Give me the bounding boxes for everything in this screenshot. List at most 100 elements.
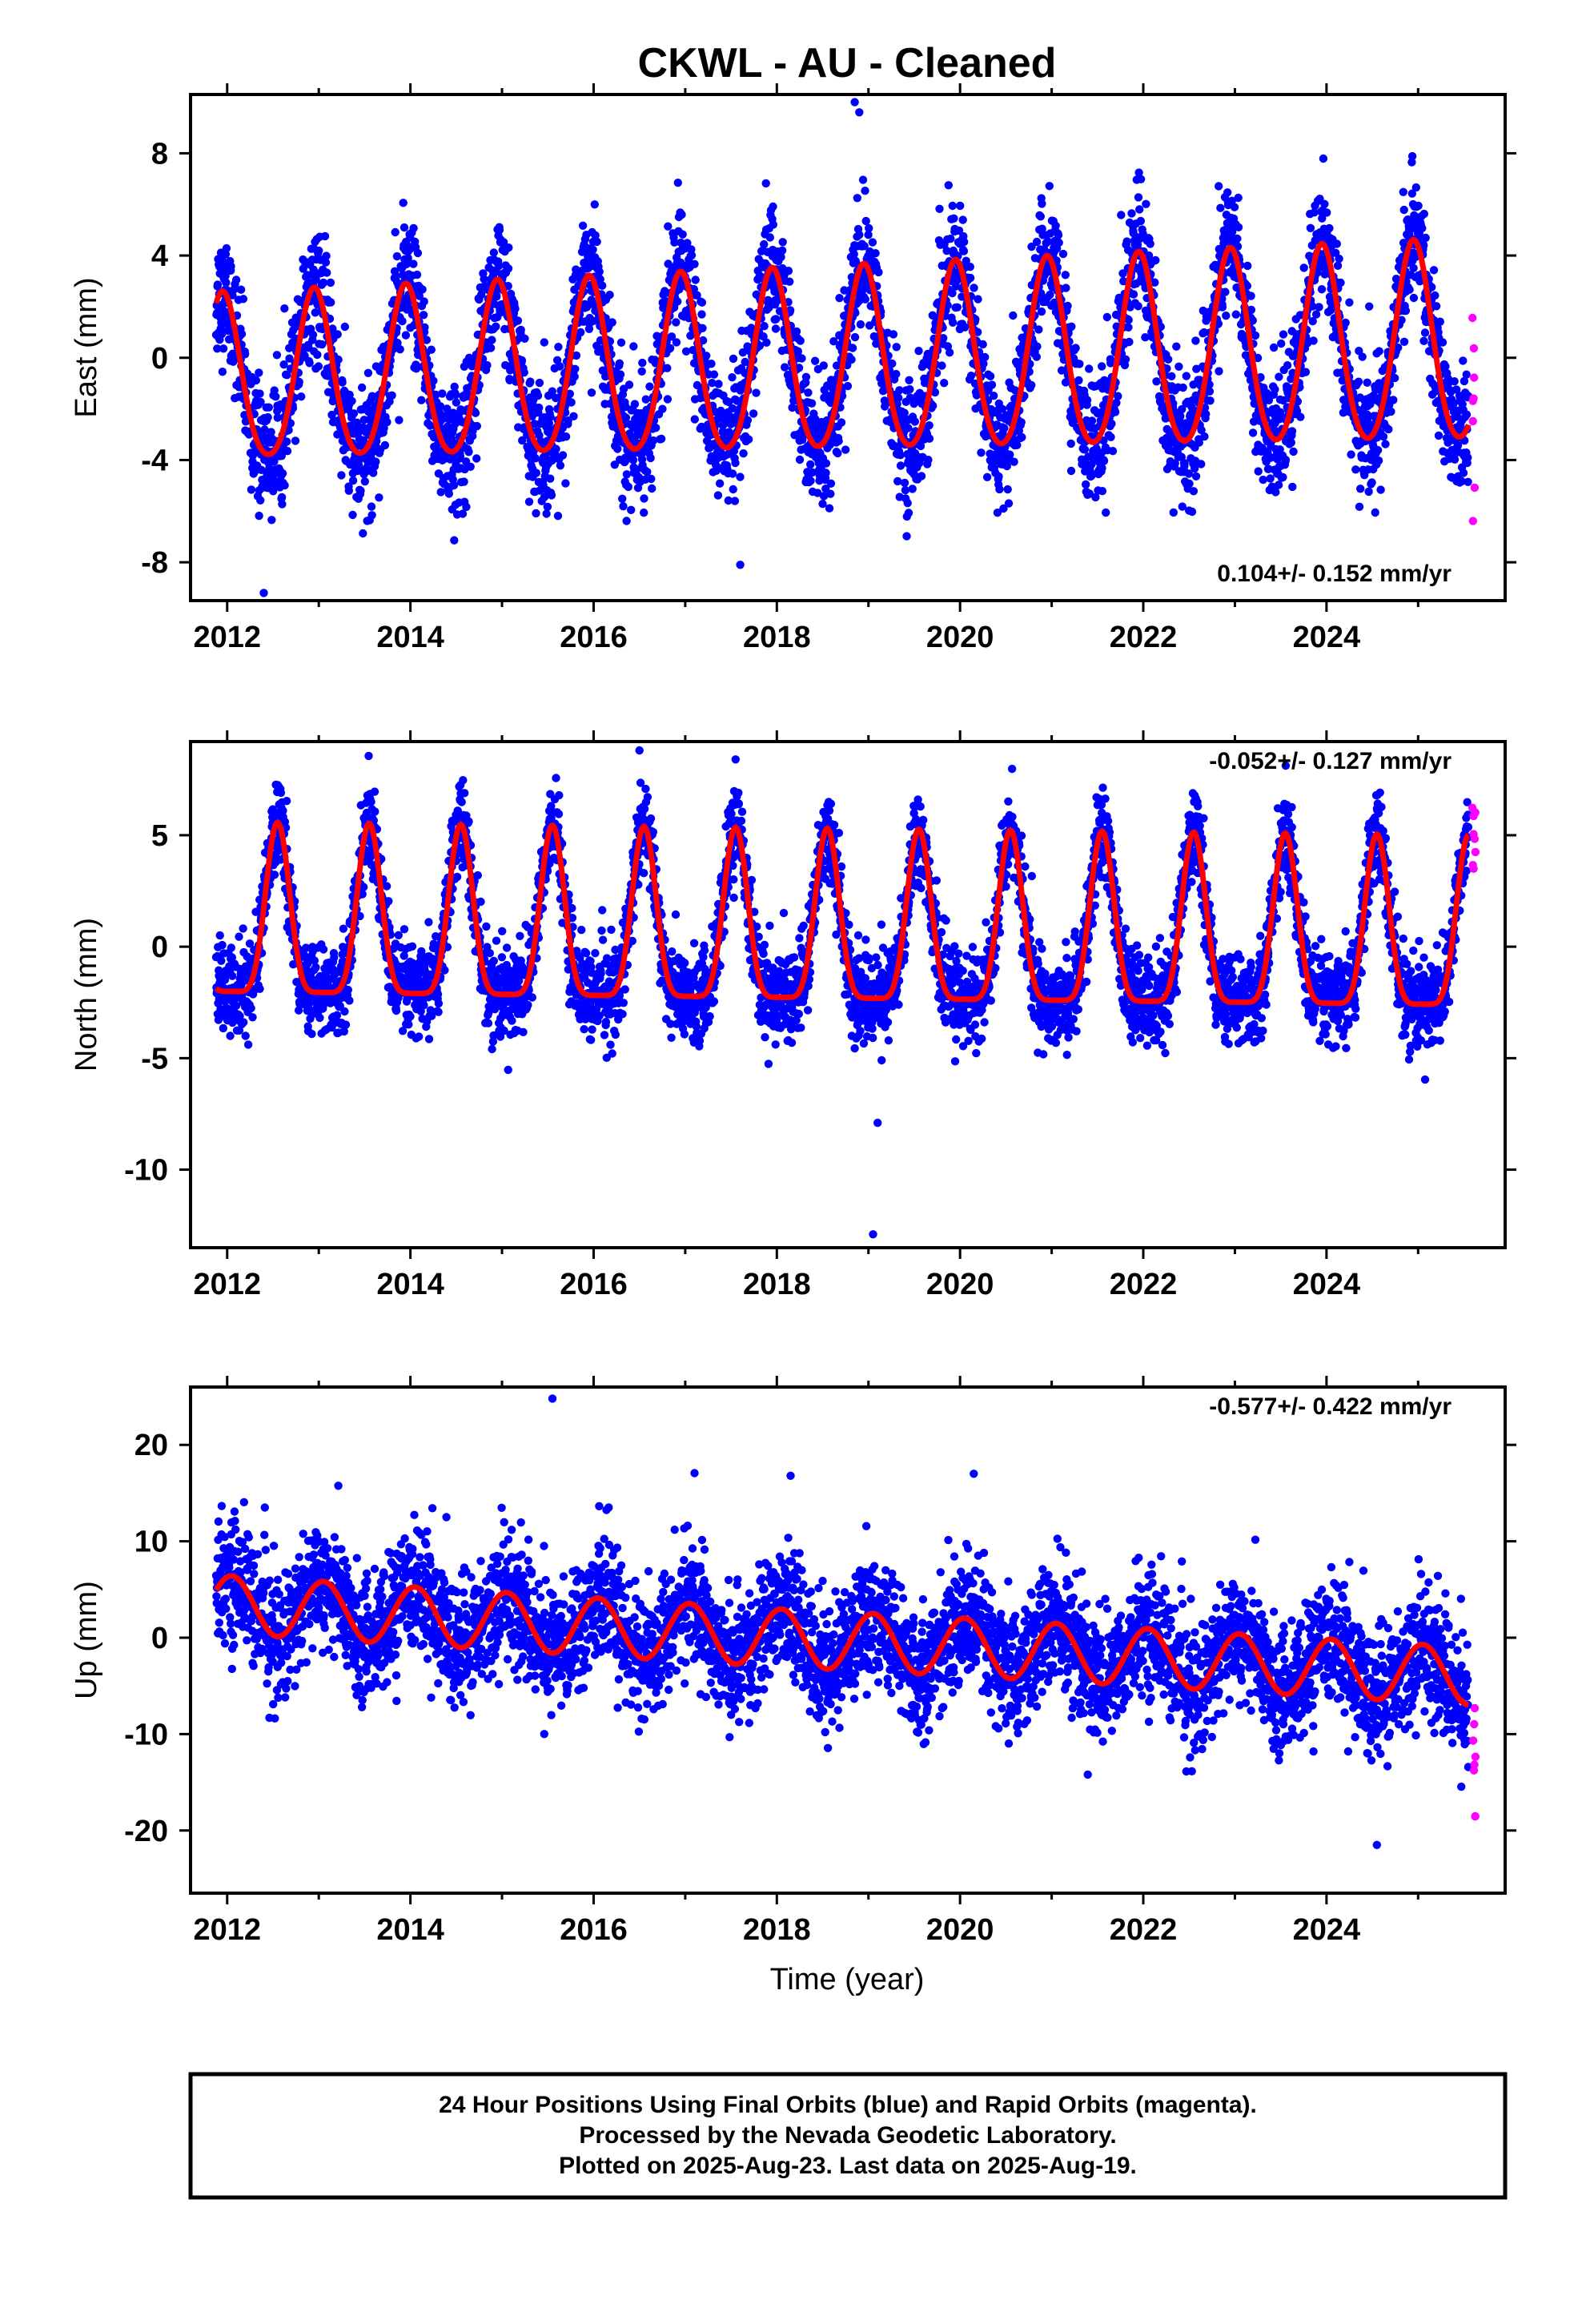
east-point-1254 (546, 412, 555, 421)
east-point-223 (271, 392, 280, 401)
north-point-19 (217, 956, 226, 966)
east-point-377 (313, 350, 322, 360)
east-point-3758 (1222, 312, 1231, 320)
east-point-891 (450, 536, 459, 545)
east-point-4533 (1431, 302, 1441, 311)
east-point-4138 (1325, 223, 1334, 233)
east-point-2560 (896, 461, 905, 470)
east-point-4566 (1441, 362, 1450, 371)
east-point-4071 (1306, 223, 1315, 232)
east-point-2903 (990, 392, 998, 400)
east-point-3408 (1127, 209, 1136, 218)
east-point-3610 (1182, 372, 1191, 380)
east-point-25 (219, 305, 227, 314)
east-point-478 (340, 322, 349, 332)
east-point-382 (315, 246, 323, 255)
east-outlier-0 (850, 98, 859, 107)
east-point-977 (472, 454, 481, 463)
east-point-4410 (1399, 337, 1409, 346)
east-point-2432 (861, 216, 870, 226)
east-point-2329 (835, 294, 844, 303)
east-point-2322 (833, 448, 842, 458)
east-point-3542 (1164, 355, 1173, 364)
east-point-4229 (1351, 465, 1360, 474)
east-rate-label: 0.104+/- 0.152 mm/yr (1217, 561, 1452, 587)
east-point-1685 (663, 395, 673, 404)
east-point-3065 (1034, 325, 1043, 334)
east-point-3805 (1234, 223, 1243, 231)
east-point-3105 (1046, 290, 1054, 300)
east-point-2603 (908, 485, 917, 493)
east-point-2529 (888, 359, 897, 368)
east-point-1120 (511, 304, 520, 313)
east-point-3941 (1271, 488, 1280, 497)
east-point-3217 (1074, 376, 1083, 385)
east-point-3319 (1102, 508, 1110, 517)
east-point-361 (308, 330, 318, 340)
east-point-2140 (785, 277, 794, 286)
east-point-409 (323, 268, 331, 277)
east-xtick-label-5: 2022 (1110, 621, 1178, 654)
east-point-753 (413, 248, 423, 258)
east-point-1985 (744, 435, 753, 444)
east-point-21 (217, 330, 227, 339)
east-point-317 (297, 392, 306, 401)
east-point-2818 (966, 372, 976, 380)
east-point-3444 (1136, 175, 1146, 183)
east-point-2406 (855, 231, 864, 239)
east-point-1281 (554, 343, 563, 352)
north-point-58 (227, 943, 235, 952)
east-point-3220 (1075, 360, 1084, 368)
east-point-1515 (616, 370, 625, 379)
east-point-2375 (847, 355, 856, 364)
east-point-2067 (765, 233, 774, 242)
east-point-928 (460, 477, 468, 486)
east-point-3434 (1134, 193, 1143, 202)
east-point-2722 (940, 379, 949, 388)
east-point-551 (360, 477, 369, 486)
east-point-899 (452, 398, 460, 407)
east-ytick-label-3: -4 (141, 444, 168, 477)
east-point-3305 (1098, 464, 1106, 472)
east-point-2815 (966, 273, 975, 283)
east-point-1253 (546, 474, 555, 483)
east-point-1436 (595, 267, 604, 276)
east-point-1525 (619, 502, 628, 511)
east-point-3976 (1281, 456, 1291, 464)
east-point-635 (383, 417, 391, 427)
east-point-494 (344, 486, 353, 495)
east-point-1209 (535, 403, 544, 412)
east-ytick-label-4: -8 (141, 546, 168, 580)
east-point-507 (348, 510, 357, 520)
north-point-62 (227, 971, 237, 980)
east-point-3390 (1122, 237, 1131, 246)
east-point-1603 (640, 494, 648, 503)
east-point-2953 (1003, 485, 1012, 494)
east-point-4274 (1363, 378, 1371, 387)
north-point-130 (247, 1003, 255, 1013)
east-point-295 (291, 436, 300, 445)
east-point-4442 (1407, 151, 1417, 161)
east-point-3443 (1136, 216, 1146, 226)
east-point-2013 (752, 388, 761, 397)
east-point-897 (452, 390, 460, 400)
east-point-696 (399, 199, 408, 207)
east-point-4174 (1335, 254, 1343, 263)
east-point-1830 (702, 352, 711, 360)
east-ytick-label-0: 8 (151, 137, 168, 171)
east-point-3187 (1066, 439, 1075, 448)
east-point-2857 (977, 448, 986, 457)
east-point-4210 (1345, 298, 1354, 307)
east-point-3966 (1279, 472, 1287, 482)
east-point-140 (250, 468, 259, 476)
east-point-1094 (504, 243, 513, 252)
east-point-3463 (1142, 199, 1150, 208)
east-point-750 (412, 270, 422, 279)
east-point-4431 (1405, 285, 1414, 294)
east-point-3639 (1189, 487, 1199, 496)
north-point-104 (239, 1018, 248, 1027)
east-point-3678 (1200, 432, 1209, 441)
east-point-3731 (1215, 367, 1223, 376)
east-point-1299 (558, 451, 568, 460)
